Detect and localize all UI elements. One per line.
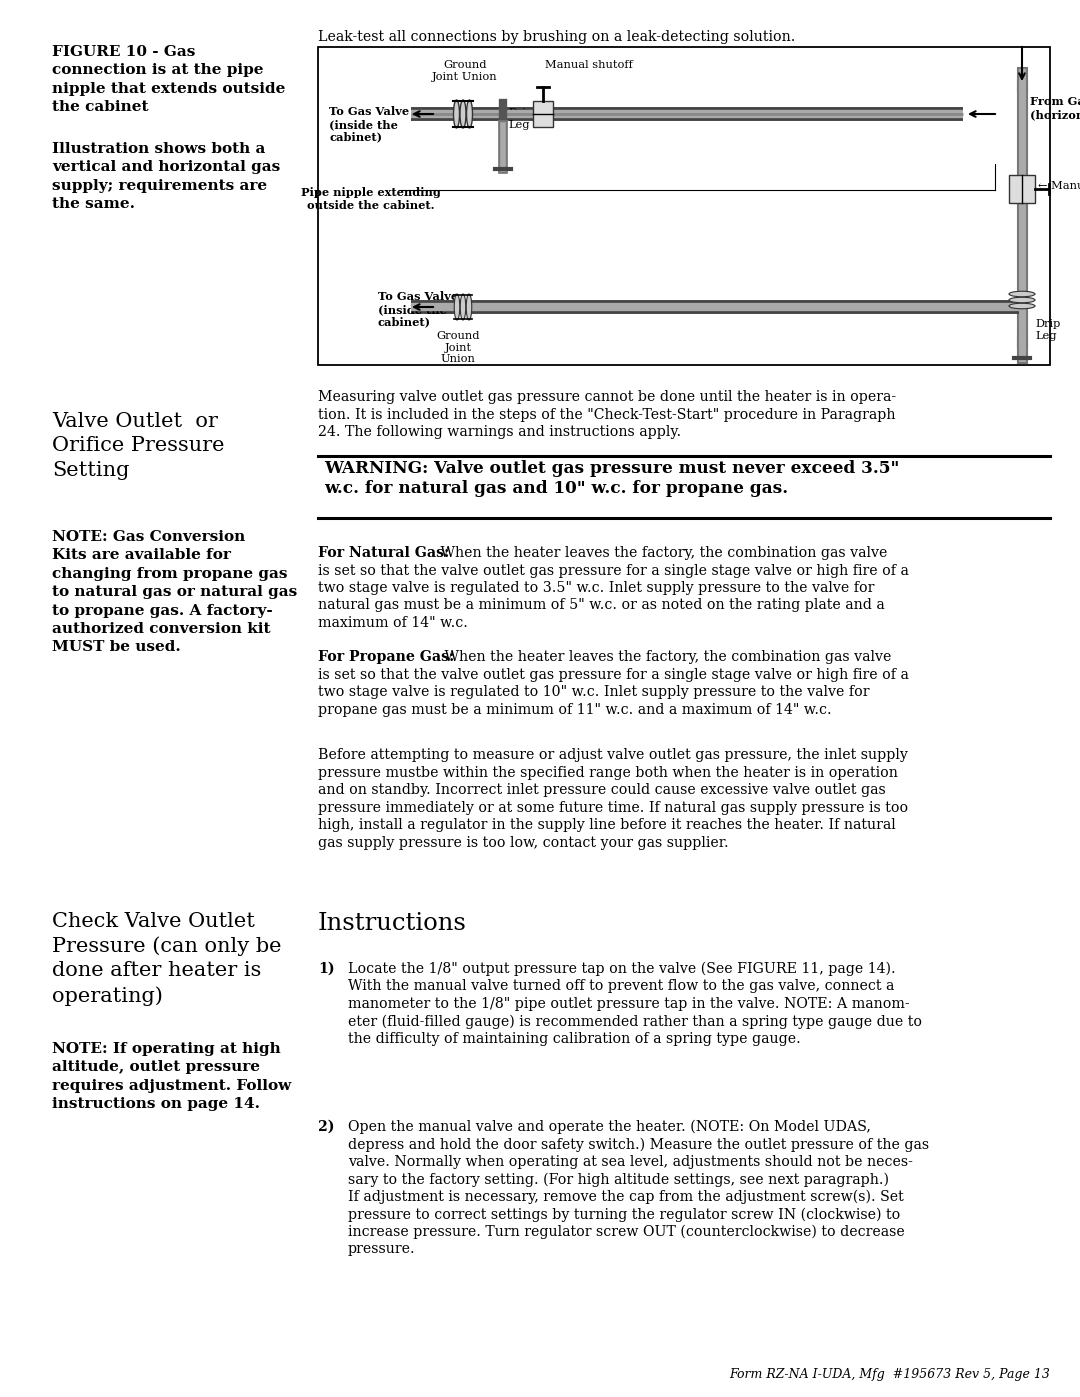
Text: Drip
Leg: Drip Leg (1035, 319, 1061, 341)
Text: For Propane Gas:: For Propane Gas: (318, 650, 455, 664)
Text: For Natural Gas:: For Natural Gas: (318, 546, 449, 560)
Text: propane gas must be a minimum of 11" w.c. and a maximum of 14" w.c.: propane gas must be a minimum of 11" w.c… (318, 703, 832, 717)
Bar (534, 101, 553, 127)
Text: natural gas must be a minimum of 5" w.c. or as noted on the rating plate and a: natural gas must be a minimum of 5" w.c.… (318, 598, 885, 612)
Text: and on standby. Incorrect inlet pressure could cause excessive valve outlet gas: and on standby. Incorrect inlet pressure… (318, 782, 886, 798)
Text: maximum of 14" w.c.: maximum of 14" w.c. (318, 616, 468, 630)
Text: NOTE: If operating at high
altitude, outlet pressure
requires adjustment. Follow: NOTE: If operating at high altitude, out… (52, 1042, 292, 1111)
Text: Form RZ-NA I-UDA, Mfg  #195673 Rev 5, Page 13: Form RZ-NA I-UDA, Mfg #195673 Rev 5, Pag… (729, 1368, 1050, 1382)
Text: Before attempting to measure or adjust valve outlet gas pressure, the inlet supp: Before attempting to measure or adjust v… (318, 747, 908, 761)
Text: Drip
Leg: Drip Leg (508, 108, 534, 130)
Ellipse shape (455, 293, 460, 320)
Text: pressure mustbe within the specified range both when the heater is in operation: pressure mustbe within the specified ran… (318, 766, 897, 780)
Bar (318, 47, 1050, 365)
Text: pressure.: pressure. (348, 1242, 416, 1256)
Text: 1): 1) (318, 963, 335, 977)
Text: Check Valve Outlet
Pressure (can only be
done after heater is
operating): Check Valve Outlet Pressure (can only be… (52, 912, 282, 1006)
Text: To Gas Valve
(inside the
cabinet): To Gas Valve (inside the cabinet) (378, 291, 458, 328)
Text: Locate the 1/8" output pressure tap on the valve (See FIGURE 11, page 14).: Locate the 1/8" output pressure tap on t… (348, 963, 895, 977)
Text: increase pressure. Turn regulator screw OUT (counterclockwise) to decrease: increase pressure. Turn regulator screw … (348, 1225, 905, 1239)
Text: pressure immediately or at some future time. If natural gas supply pressure is t: pressure immediately or at some future t… (318, 800, 908, 814)
Text: two stage valve is regulated to 3.5" w.c. Inlet supply pressure to the valve for: two stage valve is regulated to 3.5" w.c… (318, 581, 875, 595)
Text: NOTE: Gas Conversion
Kits are available for
changing from propane gas
to natural: NOTE: Gas Conversion Kits are available … (52, 529, 297, 654)
Text: 24. The following warnings and instructions apply.: 24. The following warnings and instructi… (318, 425, 681, 439)
Ellipse shape (1009, 298, 1035, 303)
Text: WARNING: Valve outlet gas pressure must never exceed 3.5": WARNING: Valve outlet gas pressure must … (324, 460, 900, 476)
Ellipse shape (467, 293, 472, 320)
Text: When the heater leaves the factory, the combination gas valve: When the heater leaves the factory, the … (440, 650, 891, 664)
Text: Pipe nipple extending
outside the cabinet.: Pipe nipple extending outside the cabine… (301, 187, 441, 211)
Text: From Gas Supply
(horizontal or vertical): From Gas Supply (horizontal or vertical) (1030, 96, 1080, 120)
Text: Manual shutoff: Manual shutoff (545, 60, 633, 70)
Text: pressure to correct settings by turning the regulator screw IN (clockwise) to: pressure to correct settings by turning … (348, 1207, 901, 1222)
Ellipse shape (454, 101, 459, 129)
Text: Open the manual valve and operate the heater. (NOTE: On Model UDAS,: Open the manual valve and operate the he… (348, 1120, 870, 1134)
Text: Measuring valve outlet gas pressure cannot be done until the heater is in opera-: Measuring valve outlet gas pressure cann… (318, 390, 896, 404)
Text: is set so that the valve outlet gas pressure for a single stage valve or high fi: is set so that the valve outlet gas pres… (318, 668, 909, 682)
Text: FIGURE 10 - Gas
connection is at the pipe
nipple that extends outside
the cabine: FIGURE 10 - Gas connection is at the pip… (52, 45, 285, 115)
Text: When the heater leaves the factory, the combination gas valve: When the heater leaves the factory, the … (436, 546, 888, 560)
Text: the difficulty of maintaining calibration of a spring type gauge.: the difficulty of maintaining calibratio… (348, 1032, 800, 1046)
Text: Instructions: Instructions (318, 912, 467, 935)
Text: If adjustment is necessary, remove the cap from the adjustment screw(s). Set: If adjustment is necessary, remove the c… (348, 1190, 904, 1204)
Bar (1009, 175, 1035, 203)
Text: w.c. for natural gas and 10" w.c. for propane gas.: w.c. for natural gas and 10" w.c. for pr… (324, 481, 788, 497)
Text: high, install a regulator in the supply line before it reaches the heater. If na: high, install a regulator in the supply … (318, 819, 895, 833)
Text: With the manual valve turned off to prevent flow to the gas valve, connect a: With the manual valve turned off to prev… (348, 979, 894, 993)
Ellipse shape (467, 101, 473, 129)
Text: Ground
Joint Union: Ground Joint Union (432, 60, 498, 81)
Text: is set so that the valve outlet gas pressure for a single stage valve or high fi: is set so that the valve outlet gas pres… (318, 563, 909, 577)
Text: Leak-test all connections by brushing on a leak-detecting solution.: Leak-test all connections by brushing on… (318, 29, 795, 43)
Text: ← Manual shutoff: ← Manual shutoff (1038, 182, 1080, 191)
Text: sary to the factory setting. (For high altitude settings, see next paragraph.): sary to the factory setting. (For high a… (348, 1172, 889, 1187)
Ellipse shape (1009, 291, 1035, 296)
Text: two stage valve is regulated to 10" w.c. Inlet supply pressure to the valve for: two stage valve is regulated to 10" w.c.… (318, 685, 869, 698)
Text: eter (fluid-filled gauge) is recommended rather than a spring type gauge due to: eter (fluid-filled gauge) is recommended… (348, 1014, 922, 1030)
Ellipse shape (460, 293, 465, 320)
Text: 2): 2) (318, 1120, 335, 1134)
Ellipse shape (1009, 303, 1035, 309)
Text: manometer to the 1/8" pipe outlet pressure tap in the valve. NOTE: A manom-: manometer to the 1/8" pipe outlet pressu… (348, 997, 909, 1011)
Ellipse shape (460, 101, 465, 129)
Text: Illustration shows both a
vertical and horizontal gas
supply; requirements are
t: Illustration shows both a vertical and h… (52, 142, 280, 211)
Text: Ground
Joint
Union: Ground Joint Union (436, 331, 480, 365)
Text: valve. Normally when operating at sea level, adjustments should not be neces-: valve. Normally when operating at sea le… (348, 1155, 913, 1169)
Text: tion. It is included in the steps of the "Check-Test-Start" procedure in Paragra: tion. It is included in the steps of the… (318, 408, 895, 422)
Text: To Gas Valve
(inside the
cabinet): To Gas Valve (inside the cabinet) (329, 106, 409, 142)
Text: depress and hold the door safety switch.) Measure the outlet pressure of the gas: depress and hold the door safety switch.… (348, 1137, 929, 1153)
Text: gas supply pressure is too low, contact your gas supplier.: gas supply pressure is too low, contact … (318, 835, 729, 849)
Text: Valve Outlet  or
Orifice Pressure
Setting: Valve Outlet or Orifice Pressure Setting (52, 412, 225, 479)
